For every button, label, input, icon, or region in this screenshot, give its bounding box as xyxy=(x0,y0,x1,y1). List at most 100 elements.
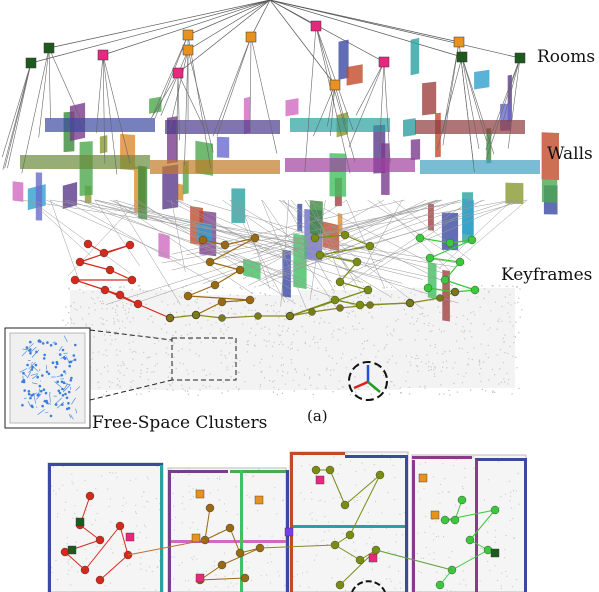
free-space-edge xyxy=(54,397,63,405)
topview-point xyxy=(470,556,472,558)
cloud-point xyxy=(360,353,362,355)
cloud-point xyxy=(173,303,175,305)
topview-point xyxy=(219,569,221,570)
cloud-point xyxy=(353,328,355,330)
cloud-point xyxy=(69,317,72,319)
free-space-node xyxy=(23,389,27,392)
cloud-point xyxy=(478,364,481,366)
cloud-point xyxy=(106,355,108,357)
free-space-node xyxy=(58,391,62,395)
keyframe-node xyxy=(335,277,345,287)
cloud-point xyxy=(281,330,284,332)
cloud-point xyxy=(476,296,478,298)
cloud-point xyxy=(330,374,332,376)
topview-point xyxy=(299,585,301,587)
cloud-point xyxy=(264,293,266,295)
cloud-point xyxy=(332,391,334,393)
cloud-point xyxy=(235,343,237,345)
association-line xyxy=(94,199,364,283)
free-space-edge xyxy=(75,408,78,414)
topview-point xyxy=(84,480,86,482)
topview-point xyxy=(404,511,406,513)
room-wall-edge xyxy=(378,61,385,154)
cloud-point xyxy=(269,294,271,297)
cloud-point xyxy=(390,380,392,383)
cloud-point xyxy=(363,285,365,287)
cloud-point xyxy=(287,346,289,348)
keyframe-node xyxy=(363,285,373,295)
free-space-node xyxy=(63,357,67,360)
cloud-point xyxy=(417,357,419,359)
keyframe-node xyxy=(245,295,255,305)
topview-point xyxy=(146,570,147,572)
cloud-point xyxy=(200,341,202,343)
cloud-point xyxy=(256,323,258,325)
cloud-point xyxy=(263,377,266,379)
cloud-point xyxy=(238,388,240,390)
cloud-point xyxy=(278,343,280,346)
topview-point xyxy=(323,539,325,541)
cloud-point xyxy=(123,374,125,376)
topview-keyframe-edge xyxy=(349,474,381,536)
cloud-point xyxy=(499,349,502,351)
cloud-point xyxy=(268,328,270,330)
cloud-point xyxy=(210,324,213,326)
free-space-edge xyxy=(31,349,40,358)
topview-room-node xyxy=(125,532,135,542)
topview-keyframe-node xyxy=(483,545,493,555)
cloud-point xyxy=(490,310,492,312)
cloud-point xyxy=(100,373,102,375)
cloud-point xyxy=(340,357,343,359)
cloud-point xyxy=(272,391,275,393)
topview-point xyxy=(72,483,74,485)
free-space-edge xyxy=(64,372,67,375)
cloud-point xyxy=(386,326,388,328)
topview-point xyxy=(448,557,450,559)
cloud-point xyxy=(432,299,434,301)
cloud-point xyxy=(141,364,143,366)
free-space-edge xyxy=(29,392,38,396)
cloud-point xyxy=(217,387,219,389)
room-wall-edge xyxy=(184,49,189,166)
topview-point xyxy=(51,485,52,487)
topview-room-node xyxy=(254,495,264,505)
topview-keyframe-node xyxy=(335,580,345,590)
cloud-point xyxy=(481,285,483,287)
topview-point xyxy=(331,577,333,579)
cloud-point xyxy=(383,348,385,350)
topview-point xyxy=(394,499,396,501)
free-space-node xyxy=(27,390,31,393)
cloud-point xyxy=(220,330,222,333)
cloud-point xyxy=(373,295,375,297)
axis-y xyxy=(367,381,381,393)
cloud-point xyxy=(464,330,466,332)
topview-point xyxy=(487,531,489,533)
topview-point xyxy=(324,516,326,518)
free-space-node xyxy=(36,375,39,379)
cloud-point xyxy=(94,302,96,304)
free-space-node xyxy=(44,391,48,395)
topview-point xyxy=(96,513,98,515)
topview-point xyxy=(339,463,341,465)
topview-point xyxy=(232,572,234,574)
topview-keyframe-node xyxy=(123,550,133,560)
free-space-node xyxy=(68,364,71,368)
topview-point xyxy=(480,547,482,549)
cloud-point xyxy=(184,390,186,392)
association-line xyxy=(283,199,335,293)
cloud-point xyxy=(178,350,180,352)
topview-point xyxy=(66,543,68,545)
cloud-point xyxy=(109,386,111,388)
cloud-point xyxy=(304,341,306,343)
topview-point xyxy=(348,499,349,501)
topview-point xyxy=(236,583,238,585)
topview-point xyxy=(394,477,396,478)
association-line xyxy=(253,199,441,255)
cloud-point xyxy=(518,387,520,390)
topview-point xyxy=(425,516,427,518)
topview-point xyxy=(378,557,380,559)
free-space-node xyxy=(29,396,32,400)
topview-point xyxy=(156,551,157,553)
cloud-point xyxy=(96,369,98,371)
